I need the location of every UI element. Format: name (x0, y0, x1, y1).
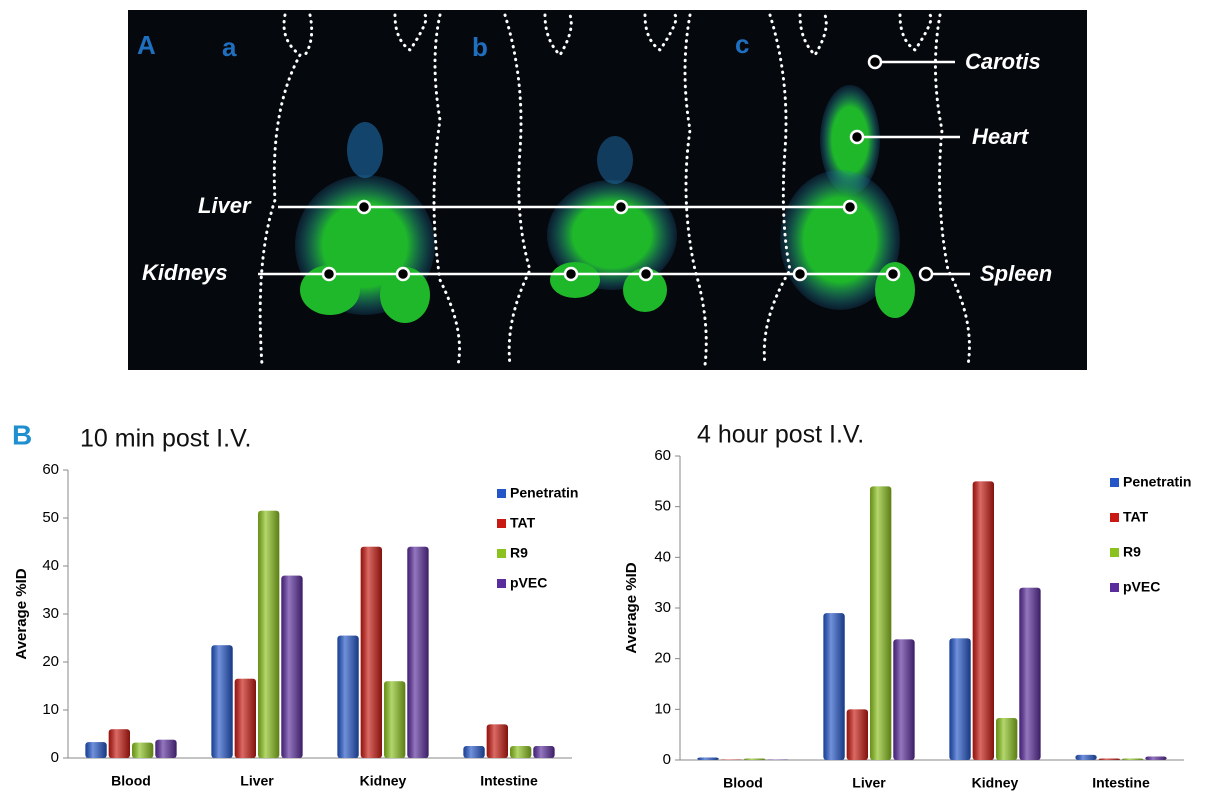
bar (407, 547, 428, 758)
legend-swatch (497, 549, 506, 558)
organ-label: Spleen (980, 261, 1052, 286)
bar (235, 679, 256, 758)
x-tick-label: Kidney (360, 773, 407, 789)
x-tick-label: Intestine (480, 773, 538, 789)
panel-a: A a b c Carotis Heart Liver Kidneys Sple… (128, 10, 1087, 370)
organ-label: Heart (972, 124, 1030, 149)
panel-label: A (137, 30, 156, 60)
legend-swatch (1110, 548, 1119, 557)
panel-label: B (12, 419, 32, 450)
y-tick-label: 10 (42, 701, 59, 718)
y-tick-label: 30 (42, 605, 59, 622)
bar (155, 740, 176, 758)
legend-swatch (1110, 478, 1119, 487)
y-tick-label: 10 (654, 700, 671, 717)
x-tick-label: Blood (111, 773, 151, 789)
bar (132, 743, 153, 758)
legend-swatch (497, 489, 506, 498)
y-tick-label: 20 (654, 650, 671, 667)
bar (870, 486, 891, 760)
y-tick-label: 50 (42, 509, 59, 526)
y-tick-label: 20 (42, 653, 59, 670)
y-tick-label: 60 (654, 447, 671, 464)
bar (823, 613, 844, 760)
figure: A a b c Carotis Heart Liver Kidneys Sple… (0, 0, 1205, 793)
bar (744, 758, 765, 760)
legend-swatch (1110, 513, 1119, 522)
legend-label: Penetratin (510, 485, 578, 501)
page: {"panel_a": {"label": "A", "sublabels": … (0, 0, 1205, 793)
bar (487, 724, 508, 758)
bar (510, 746, 531, 758)
legend-label: R9 (510, 545, 528, 561)
bar (533, 746, 554, 758)
bar (1145, 756, 1166, 760)
chart-title: 10 min post I.V. (80, 425, 251, 453)
organ-label: Kidneys (142, 260, 228, 285)
bar (996, 718, 1017, 760)
organ-label: Liver (198, 193, 252, 218)
bar (893, 639, 914, 760)
y-axis-label: Average %ID (13, 568, 30, 659)
bar (1019, 588, 1040, 760)
legend-swatch (1110, 583, 1119, 592)
y-tick-label: 0 (663, 751, 671, 768)
sub-panel-label: c (735, 29, 749, 59)
sub-panel-label: b (472, 32, 488, 62)
organ-label: Carotis (965, 49, 1041, 74)
bar-chart: 4 hour post I.V. Average %ID 0 10 20 30 40 50 60… (623, 421, 1192, 791)
y-axis-label: Average %ID (623, 562, 640, 653)
bar (1122, 758, 1143, 760)
y-tick-label: 30 (654, 599, 671, 616)
legend-label: TAT (1123, 509, 1149, 525)
y-tick-label: 40 (42, 557, 59, 574)
bar (211, 645, 232, 758)
legend-swatch (497, 579, 506, 588)
bar (361, 547, 382, 758)
bar (85, 742, 106, 758)
bar (949, 638, 970, 760)
chart-title: 4 hour post I.V. (697, 421, 864, 449)
y-tick-label: 0 (51, 749, 59, 766)
bar (463, 746, 484, 758)
bar (337, 636, 358, 758)
x-tick-label: Liver (240, 773, 274, 789)
x-tick-label: Kidney (972, 775, 1019, 791)
bar (847, 709, 868, 760)
legend-label: pVEC (510, 575, 547, 591)
legend-label: Penetratin (1123, 474, 1191, 490)
y-tick-label: 60 (42, 461, 59, 478)
bar (384, 681, 405, 758)
legend-label: R9 (1123, 544, 1141, 560)
bar (697, 757, 718, 760)
legend-swatch (497, 519, 506, 528)
bar (721, 759, 742, 760)
bar (1099, 758, 1120, 760)
bar (767, 759, 788, 760)
bar (281, 576, 302, 758)
bar (258, 511, 279, 758)
x-tick-label: Liver (852, 775, 886, 791)
y-tick-label: 40 (654, 548, 671, 565)
legend-label: pVEC (1123, 579, 1160, 595)
x-tick-label: Intestine (1092, 775, 1150, 791)
bar (109, 729, 130, 758)
sub-panel-label: a (222, 32, 237, 62)
bar (1075, 755, 1096, 760)
legend-label: TAT (510, 515, 536, 531)
y-tick-label: 50 (654, 498, 671, 515)
bar (973, 481, 994, 760)
bar-chart: 10 min post I.V. Average %ID 0 10 20 30 40 50 60… (13, 425, 579, 789)
x-tick-label: Blood (723, 775, 763, 791)
